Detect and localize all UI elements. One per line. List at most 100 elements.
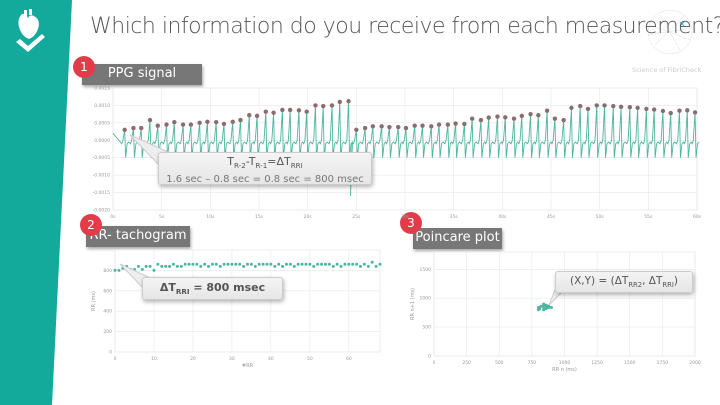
- rr-x-tick-label: 20: [190, 356, 196, 362]
- rr-y-tick-label: 600: [103, 288, 112, 294]
- section-badge-3: 3: [400, 212, 422, 234]
- ppg-y-tick-label: -0.0010: [93, 173, 111, 179]
- rr-plot-area: [114, 249, 381, 353]
- ppg-peak-marker: [611, 103, 616, 109]
- poincare-x-tick-label: 500: [495, 360, 504, 366]
- rr-point: [312, 264, 316, 268]
- rr-point: [281, 264, 285, 268]
- ppg-peak-marker: [651, 107, 657, 112]
- ppg-peak-marker: [164, 122, 169, 127]
- rr-point: [288, 262, 292, 266]
- rr-point: [343, 262, 347, 266]
- rr-point: [183, 262, 187, 266]
- rr-point: [199, 264, 203, 268]
- ppg-x-tick-label: 40s: [498, 214, 507, 220]
- ppg-peak-marker: [230, 119, 235, 125]
- poincare-x-tick-label: 2000: [689, 360, 701, 366]
- rr-point: [148, 264, 152, 268]
- rr-point: [113, 268, 117, 272]
- ppg-peak-marker: [420, 123, 425, 128]
- ppg-peak-marker: [528, 111, 533, 117]
- ppg-peak-marker: [627, 104, 633, 110]
- ppg-x-tick-label: 30s: [401, 214, 410, 220]
- ppg-x-tick-label: 15s: [255, 214, 264, 220]
- ppg-peak-marker: [462, 121, 467, 127]
- ppg-peak-marker: [486, 115, 491, 120]
- section-badge-2: 2: [80, 214, 102, 236]
- ppg-peak-marker: [395, 124, 401, 130]
- rr-point: [304, 262, 308, 266]
- ppg-peak-marker: [519, 113, 524, 119]
- ppg-peak-marker: [677, 108, 682, 113]
- rr-point: [242, 264, 246, 268]
- rr-point: [296, 262, 300, 266]
- ppg-peak-marker: [511, 116, 517, 121]
- rr-point: [226, 262, 230, 266]
- rr-point: [144, 264, 148, 268]
- ppg-peak-marker: [692, 110, 698, 115]
- rr-point: [327, 262, 331, 266]
- ppg-peak-marker: [495, 114, 500, 119]
- ppg-peak-marker: [370, 124, 376, 129]
- rr-point: [366, 264, 370, 268]
- poincare-x-tick-label: 1750: [657, 360, 669, 366]
- ppg-x-tick-label: 55s: [644, 214, 653, 220]
- ppg-peak-marker: [304, 109, 309, 114]
- network-logo-icon: [647, 9, 693, 55]
- ppg-peak-marker: [188, 122, 194, 127]
- ppg-callout: TR-2-TR-1=ΔTRRI 1.6 sec – 0.8 sec = 0.8 …: [158, 152, 372, 185]
- ppg-x-tick-label: 35s: [450, 214, 459, 220]
- rr-point: [207, 264, 211, 268]
- ppg-peak-marker: [180, 122, 186, 127]
- poincare-point: [542, 305, 546, 309]
- ppg-peak-marker: [354, 127, 359, 133]
- rr-point: [168, 264, 172, 268]
- rr-point: [140, 267, 144, 271]
- rr-point: [351, 262, 355, 266]
- ppg-peak-marker: [387, 124, 392, 130]
- poincare-callout: (X,Y) = (ΔTRR2, ΔTRRI): [555, 271, 693, 293]
- ppg-peak-marker: [346, 99, 351, 104]
- poincare-point: [542, 308, 546, 312]
- rr-point: [175, 264, 179, 268]
- ppg-peak-marker: [578, 103, 583, 109]
- ppg-x-tick-label: 5s: [159, 214, 165, 220]
- ppg-peak-marker: [254, 113, 260, 119]
- rr-point: [179, 264, 183, 268]
- poincare-y-tick-label: 500: [422, 325, 431, 331]
- rr-point: [261, 262, 265, 266]
- ppg-y-tick-label: 0.0005: [94, 120, 110, 126]
- section-label-ppg: PPG signal: [82, 64, 202, 85]
- ppg-x-tick-label: 45s: [547, 214, 556, 220]
- rr-point: [284, 262, 288, 266]
- heart-check-icon: [16, 9, 45, 52]
- rr-point: [136, 264, 140, 268]
- section-label-poincare: Poincare plot: [413, 228, 502, 249]
- rr-point: [308, 262, 312, 266]
- rr-point: [160, 264, 164, 268]
- rr-point: [277, 262, 281, 266]
- ppg-peak-marker: [337, 99, 342, 105]
- ppg-peak-marker: [172, 119, 177, 125]
- ppg-peak-marker: [247, 112, 252, 118]
- ppg-x-tick-label: 25s: [352, 214, 361, 220]
- rr-point: [300, 262, 304, 266]
- ppg-peak-marker: [280, 107, 285, 113]
- ppg-y-tick-label: 0.0015: [94, 86, 110, 92]
- ppg-peak-marker: [668, 110, 673, 116]
- ppg-peak-marker: [147, 117, 153, 123]
- watermark: Science of FibriCheck: [632, 66, 702, 74]
- ppg-peak-marker: [561, 117, 566, 123]
- ppg-peak-marker: [618, 104, 624, 110]
- rr-point: [152, 268, 156, 272]
- rr-y-tick-label: 0: [109, 350, 112, 356]
- ppg-peak-marker: [238, 117, 243, 123]
- poincare-x-axis-label: RR n (ms): [552, 367, 577, 373]
- rr-point: [234, 262, 238, 266]
- rr-point: [253, 264, 257, 268]
- poincare-point: [539, 304, 543, 308]
- ppg-peak-marker: [122, 127, 127, 133]
- rr-point: [246, 262, 249, 266]
- ppg-peak-marker: [139, 125, 144, 131]
- rr-point: [117, 268, 121, 272]
